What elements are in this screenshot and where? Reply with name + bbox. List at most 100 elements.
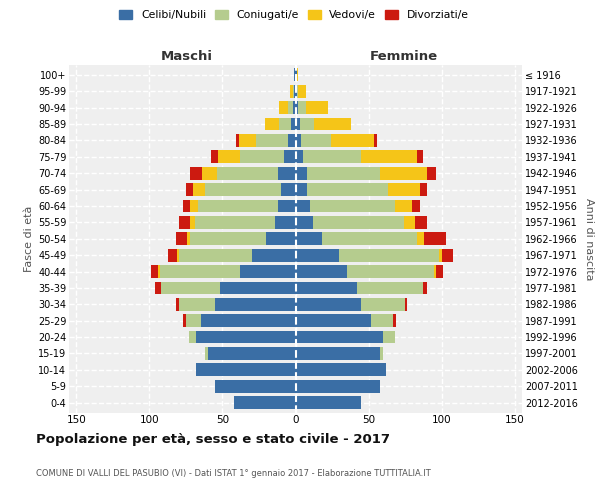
Bar [296,248,340,262]
Bar [220,282,296,294]
Bar [186,314,200,327]
Bar [275,216,296,229]
Bar [296,150,303,163]
Bar [296,85,297,98]
Bar [217,167,278,179]
Bar [240,150,284,163]
Bar [439,248,442,262]
Bar [313,216,404,229]
Bar [294,85,296,98]
Bar [293,101,296,114]
Bar [357,282,422,294]
Bar [196,364,296,376]
Text: Maschi: Maschi [161,50,213,62]
Y-axis label: Anni di nascita: Anni di nascita [584,198,595,280]
Bar [322,232,417,245]
Bar [193,183,205,196]
Bar [380,167,427,179]
Bar [422,282,427,294]
Bar [296,330,383,344]
Bar [215,380,296,392]
Bar [442,248,454,262]
Bar [158,265,160,278]
Bar [296,68,297,81]
Bar [256,134,288,147]
Bar [296,380,380,392]
Bar [300,118,314,130]
Bar [331,134,374,147]
Bar [404,216,415,229]
Bar [281,183,296,196]
Bar [288,101,293,114]
Bar [296,298,361,310]
Bar [196,330,296,344]
Bar [395,200,412,212]
Bar [179,298,215,310]
Bar [361,298,405,310]
Bar [303,150,361,163]
Bar [306,101,328,114]
Bar [236,134,239,147]
Bar [388,183,420,196]
Bar [240,265,296,278]
Bar [265,118,280,130]
Bar [183,314,186,327]
Bar [179,216,190,229]
Bar [296,134,301,147]
Bar [239,134,256,147]
Bar [155,282,161,294]
Bar [296,232,322,245]
Bar [291,118,296,130]
Bar [383,330,395,344]
Bar [205,183,281,196]
Bar [190,216,194,229]
Bar [412,200,420,212]
Text: Femmine: Femmine [370,50,438,62]
Legend: Celibi/Nubili, Coniugati/e, Vedovi/e, Divorziati/e: Celibi/Nubili, Coniugati/e, Vedovi/e, Di… [115,6,473,25]
Bar [297,68,298,81]
Bar [215,298,296,310]
Bar [278,167,296,179]
Bar [278,200,296,212]
Bar [436,265,443,278]
Bar [208,347,296,360]
Bar [298,101,306,114]
Bar [280,118,291,130]
Bar [234,396,296,409]
Bar [296,282,357,294]
Bar [420,183,427,196]
Bar [179,248,251,262]
Bar [380,347,383,360]
Bar [177,248,179,262]
Bar [218,150,240,163]
Bar [151,265,158,278]
Bar [307,183,388,196]
Bar [288,134,296,147]
Bar [296,200,310,212]
Bar [296,216,313,229]
Bar [296,101,298,114]
Bar [298,85,306,98]
Bar [417,232,424,245]
Bar [293,85,294,98]
Bar [200,314,296,327]
Bar [202,167,217,179]
Bar [434,265,436,278]
Bar [160,265,240,278]
Bar [427,167,436,179]
Bar [374,134,377,147]
Bar [417,150,422,163]
Bar [296,396,361,409]
Bar [190,167,202,179]
Bar [310,200,395,212]
Bar [307,167,380,179]
Bar [296,314,371,327]
Bar [415,216,427,229]
Bar [290,85,293,98]
Bar [361,150,417,163]
Bar [296,265,347,278]
Bar [205,347,208,360]
Bar [189,330,196,344]
Bar [284,150,296,163]
Bar [296,364,386,376]
